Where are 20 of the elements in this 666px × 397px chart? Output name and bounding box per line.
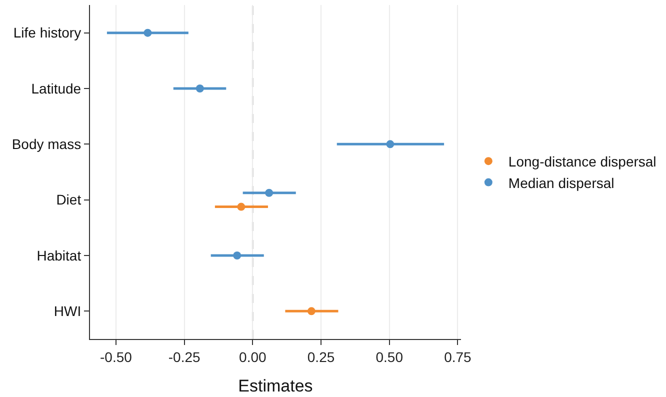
x-tick-label: 0.50	[376, 348, 404, 365]
y-tick-label: Diet	[56, 192, 82, 208]
x-axis-title: Estimates	[238, 376, 313, 396]
y-tick-label: Habitat	[36, 247, 82, 264]
y-tick-label: Body mass	[12, 136, 82, 152]
point	[144, 28, 152, 37]
x-tick-label: 0.25	[307, 348, 335, 365]
y-tick-label: HWI	[54, 303, 82, 320]
x-tick-label: 0.00	[239, 348, 267, 365]
x-tick-label: -0.25	[168, 348, 200, 365]
y-tick-label: Life history	[13, 24, 82, 41]
point	[196, 84, 204, 92]
point	[233, 252, 242, 260]
point	[307, 307, 316, 316]
point	[386, 140, 394, 148]
legend-label: Median dispersal	[508, 174, 614, 191]
x-tick-label: -0.50	[100, 348, 132, 365]
y-tick-label: Latitude	[31, 80, 82, 96]
legend-label: Long-distance dispersal	[508, 154, 656, 170]
x-tick-label: 0.75	[444, 348, 472, 365]
